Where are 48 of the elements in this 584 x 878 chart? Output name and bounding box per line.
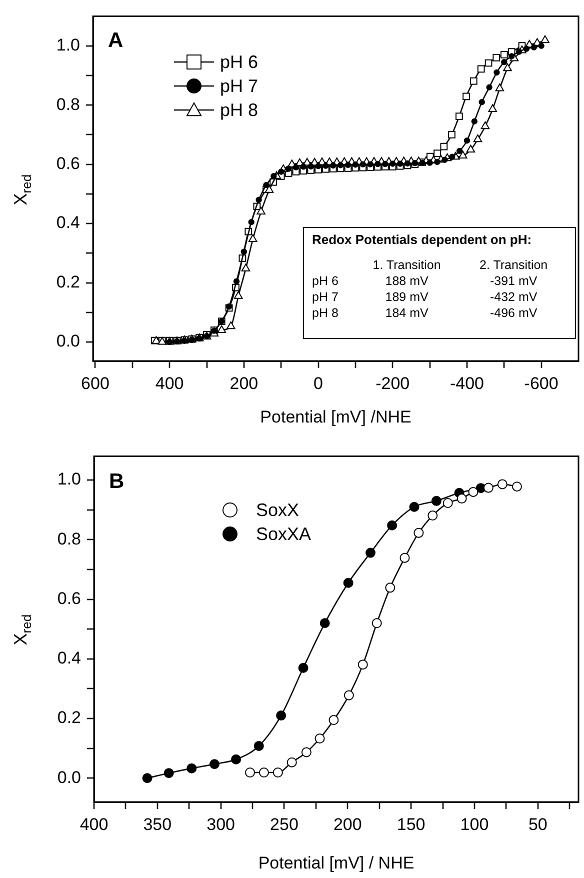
x-axis-title: Potential [mV] / NHE xyxy=(258,853,414,872)
annotation: -432 mV xyxy=(488,289,538,305)
annotation: 1. Transition xyxy=(372,257,442,273)
legend-label: SoxX xyxy=(256,499,300,522)
annotation: -391 mV xyxy=(488,273,538,289)
x-tick-label: 350 xyxy=(143,814,172,834)
annotation: 189 mV xyxy=(384,289,430,305)
annotation: pH 7 xyxy=(312,289,340,305)
y-tick-label: 1.0 xyxy=(57,470,81,489)
y-tick-label: 0.0 xyxy=(56,332,80,351)
x-tick-label: -600 xyxy=(524,374,558,393)
x-axis-title: Potential [mV] /NHE xyxy=(260,407,412,426)
y-tick-label: 0.8 xyxy=(57,529,81,548)
legend-label: pH 8 xyxy=(220,99,258,122)
annotation: pH 8 xyxy=(312,305,340,321)
x-tick-label: -400 xyxy=(450,374,484,393)
x-tick-label: 300 xyxy=(206,814,236,834)
legend-label: pH 6 xyxy=(220,51,258,74)
y-tick-label: 0.2 xyxy=(57,708,81,728)
y-tick-label: 0.4 xyxy=(57,648,81,668)
x-tick-label: 100 xyxy=(460,814,489,834)
y-tick-label: 1.0 xyxy=(56,36,80,55)
y-tick-label: 0.6 xyxy=(57,588,81,608)
x-tick-label: 400 xyxy=(80,814,108,834)
x-tick-label: 200 xyxy=(333,814,362,834)
y-tick-label: 0.8 xyxy=(56,94,80,114)
annotation: 188 mV xyxy=(384,273,430,289)
x-tick-label: 200 xyxy=(230,374,258,393)
annotation: 184 mV xyxy=(384,305,430,321)
y-tick-label: 0.4 xyxy=(56,213,80,232)
y-tick-label: 0.6 xyxy=(56,154,80,173)
text: A xyxy=(108,29,124,53)
annotation: Redox Potentials dependent on pH: xyxy=(312,232,533,247)
x-tick-label: 150 xyxy=(396,814,426,834)
x-tick-label: 250 xyxy=(270,814,298,834)
x-tick-label: 400 xyxy=(155,374,184,393)
annotation: -496 mV xyxy=(488,305,538,321)
x-tick-label: 0 xyxy=(314,374,324,393)
x-tick-label: -200 xyxy=(376,374,410,393)
annotation: pH 6 xyxy=(312,273,340,289)
text: B xyxy=(109,470,124,494)
y-tick-label: 0.0 xyxy=(57,768,81,787)
legend-label: pH 7 xyxy=(220,75,258,98)
legend-label: SoxXA xyxy=(256,523,312,546)
x-tick-label: 50 xyxy=(528,814,548,834)
annotation: 2. Transition xyxy=(478,257,549,273)
y-tick-label: 0.2 xyxy=(56,272,80,292)
x-tick-label: 600 xyxy=(81,374,110,393)
